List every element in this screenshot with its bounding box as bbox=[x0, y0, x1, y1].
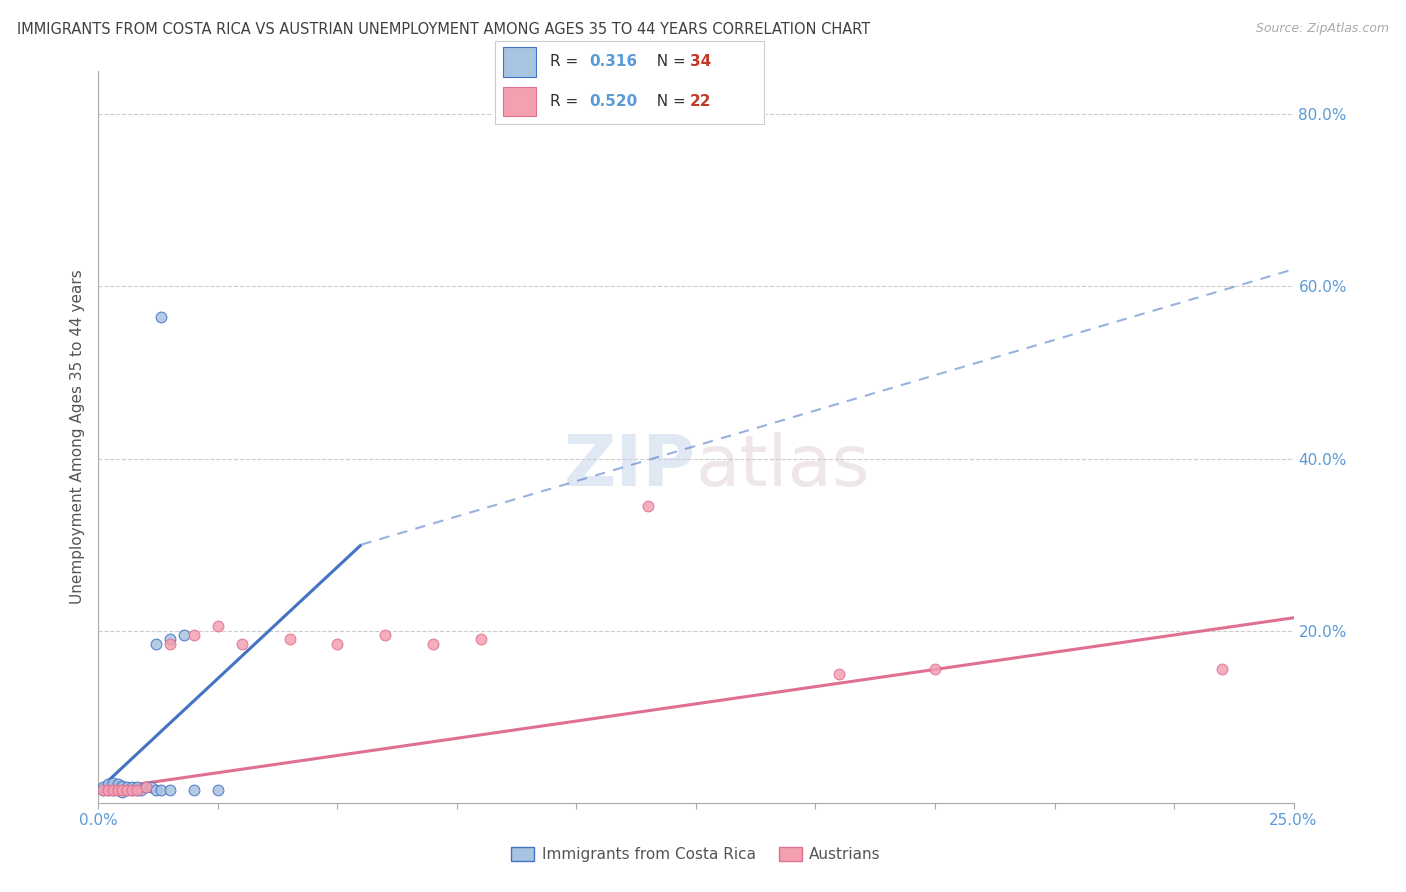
Point bbox=[121, 780, 143, 795]
Point bbox=[326, 637, 349, 651]
Text: IMMIGRANTS FROM COSTA RICA VS AUSTRIAN UNEMPLOYMENT AMONG AGES 35 TO 44 YEARS CO: IMMIGRANTS FROM COSTA RICA VS AUSTRIAN U… bbox=[17, 22, 870, 37]
Point bbox=[115, 780, 138, 795]
Point bbox=[183, 628, 205, 642]
Point bbox=[97, 777, 120, 791]
Point bbox=[131, 783, 153, 797]
Point bbox=[828, 666, 851, 681]
Point bbox=[1211, 662, 1233, 676]
Bar bbox=[503, 87, 536, 116]
Point bbox=[121, 783, 143, 797]
Point bbox=[111, 779, 134, 793]
Point bbox=[207, 619, 229, 633]
Point bbox=[145, 637, 167, 651]
Point bbox=[111, 780, 134, 795]
Text: atlas: atlas bbox=[696, 432, 870, 500]
Point bbox=[145, 783, 167, 797]
Point bbox=[101, 783, 124, 797]
Point bbox=[107, 783, 129, 797]
Point bbox=[207, 783, 229, 797]
Point bbox=[101, 783, 124, 797]
Point bbox=[111, 784, 134, 798]
Text: R =: R = bbox=[550, 94, 583, 109]
Text: 22: 22 bbox=[689, 94, 711, 109]
Text: R =: R = bbox=[550, 54, 583, 70]
Point bbox=[91, 783, 114, 797]
Point bbox=[924, 662, 946, 676]
Point bbox=[101, 780, 124, 795]
Text: 0.520: 0.520 bbox=[589, 94, 638, 109]
Point bbox=[470, 632, 492, 647]
Point bbox=[135, 780, 157, 795]
Y-axis label: Unemployment Among Ages 35 to 44 years: Unemployment Among Ages 35 to 44 years bbox=[69, 269, 84, 605]
Point bbox=[97, 783, 120, 797]
Point bbox=[159, 632, 181, 647]
Point bbox=[135, 780, 157, 795]
Point bbox=[101, 779, 124, 793]
Point bbox=[149, 783, 172, 797]
Point bbox=[107, 783, 129, 797]
Point bbox=[115, 783, 138, 797]
Point bbox=[97, 780, 120, 795]
Point bbox=[183, 783, 205, 797]
Point bbox=[97, 783, 120, 797]
Text: ZIP: ZIP bbox=[564, 432, 696, 500]
Point bbox=[91, 783, 114, 797]
Point bbox=[231, 637, 253, 651]
Point bbox=[159, 637, 181, 651]
Point bbox=[125, 783, 148, 797]
Point bbox=[139, 780, 162, 795]
Point bbox=[149, 310, 172, 324]
Point bbox=[111, 783, 134, 797]
Point bbox=[101, 776, 124, 790]
Text: 34: 34 bbox=[689, 54, 711, 70]
FancyBboxPatch shape bbox=[495, 41, 763, 124]
Point bbox=[121, 783, 143, 797]
Point bbox=[278, 632, 301, 647]
Point bbox=[422, 637, 444, 651]
Text: N =: N = bbox=[647, 54, 690, 70]
Text: 0.316: 0.316 bbox=[589, 54, 637, 70]
Point bbox=[107, 780, 129, 795]
Point bbox=[115, 783, 138, 797]
Point bbox=[125, 783, 148, 797]
Point bbox=[173, 628, 195, 642]
Text: N =: N = bbox=[647, 94, 690, 109]
Point bbox=[111, 783, 134, 797]
Point bbox=[125, 780, 148, 795]
Point bbox=[374, 628, 396, 642]
Legend: Immigrants from Costa Rica, Austrians: Immigrants from Costa Rica, Austrians bbox=[505, 841, 887, 868]
Point bbox=[159, 783, 181, 797]
Point bbox=[107, 777, 129, 791]
Bar bbox=[503, 47, 536, 77]
Text: Source: ZipAtlas.com: Source: ZipAtlas.com bbox=[1256, 22, 1389, 36]
Point bbox=[91, 780, 114, 795]
Point bbox=[637, 499, 659, 513]
